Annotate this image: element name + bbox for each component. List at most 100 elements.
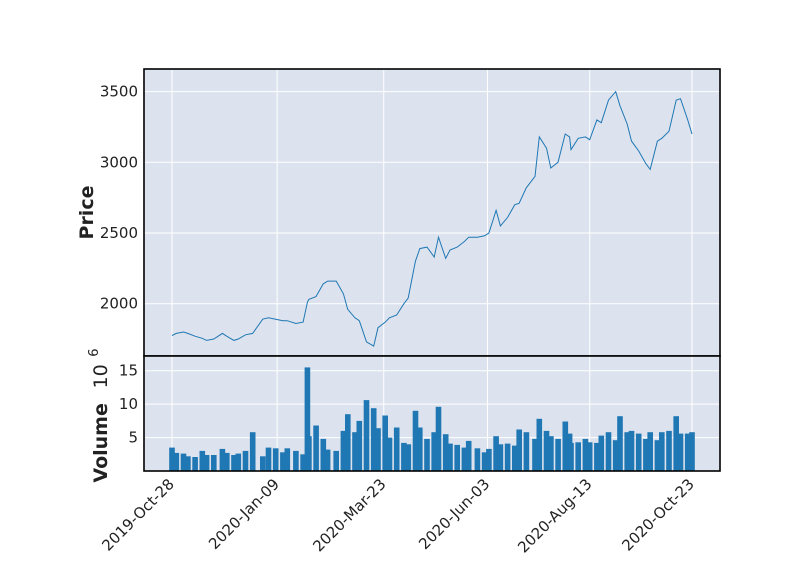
volume-bar xyxy=(562,421,569,471)
volume-bar xyxy=(300,454,306,471)
volume-bar xyxy=(169,447,175,471)
volume-bar xyxy=(185,456,191,471)
volume-plot-frame xyxy=(143,355,721,472)
volume-bar xyxy=(548,436,554,471)
volume-bar xyxy=(659,432,665,471)
volume-bar xyxy=(486,448,492,471)
volume-bar xyxy=(219,448,226,471)
volume-bar xyxy=(555,438,561,471)
volume-bar xyxy=(647,432,653,471)
volume-bar xyxy=(304,367,311,471)
volume-bar xyxy=(586,442,593,472)
volume-bar xyxy=(568,442,574,471)
volume-axis-label: Volume 10 6 xyxy=(87,348,112,482)
volume-axis-label-base: 10 xyxy=(90,364,112,388)
volume-bar xyxy=(231,455,237,471)
volume-axis-label-power: 6 xyxy=(87,348,102,356)
volume-bar xyxy=(382,415,388,471)
volume-bar xyxy=(224,452,230,471)
volume-bar xyxy=(465,440,472,471)
price-panel: 2000 2500 3000 3500 Price xyxy=(76,68,721,357)
volume-bar xyxy=(512,445,518,471)
volume-bar xyxy=(684,433,691,471)
volume-bar xyxy=(582,438,589,471)
volume-bar xyxy=(454,444,460,471)
volume-bar xyxy=(192,457,198,471)
volume-bar xyxy=(203,455,210,471)
volume-bar xyxy=(598,435,605,471)
volume-bar xyxy=(643,438,649,471)
volume-bar xyxy=(504,443,511,471)
volume-bar xyxy=(180,453,187,471)
volume-bar xyxy=(173,452,180,471)
volume-bar xyxy=(612,440,619,471)
volume-bar xyxy=(417,427,423,471)
volume-bar xyxy=(493,436,499,471)
volume-bar xyxy=(211,455,217,471)
volume-bar xyxy=(242,450,249,471)
volume-bar xyxy=(435,406,442,471)
volume-bar xyxy=(654,440,661,471)
volume-bar xyxy=(370,408,377,471)
x-tick-label: 2019-Oct-28 xyxy=(98,475,178,555)
volume-y-tick-label: 15 xyxy=(119,362,138,380)
x-tick-label: 2020-Mar-23 xyxy=(309,475,389,555)
price-plot-area xyxy=(144,69,720,356)
volume-bar xyxy=(284,448,291,471)
volume-bar xyxy=(375,428,381,471)
volume-bar xyxy=(393,427,400,471)
volume-bar xyxy=(386,437,393,471)
volume-bar xyxy=(677,433,684,471)
volume-bar xyxy=(481,452,488,471)
volume-bar xyxy=(401,442,407,471)
price-y-tick-label: 2000 xyxy=(100,295,138,313)
volume-bar xyxy=(352,432,358,471)
volume-bar xyxy=(333,450,339,471)
volume-bar xyxy=(260,456,266,471)
volume-bar xyxy=(340,430,347,471)
volume-bar xyxy=(594,442,600,471)
volume-bar xyxy=(320,438,327,471)
x-axis-ticks: 2019-Oct-28 2020-Jan-09 2020-Mar-23 2020-Ju… xyxy=(98,475,698,556)
volume-bar xyxy=(293,450,299,471)
price-line xyxy=(171,90,693,347)
volume-bar xyxy=(405,444,412,471)
price-y-tick-label: 3500 xyxy=(100,83,138,101)
volume-bar xyxy=(624,432,630,471)
volume-bar xyxy=(516,429,522,471)
volume-bar xyxy=(313,425,319,471)
volume-bar xyxy=(447,443,453,471)
volume-y-tick-label: 10 xyxy=(119,395,138,413)
volume-bar xyxy=(199,450,206,471)
price-grid xyxy=(144,69,720,356)
volume-bar xyxy=(356,420,363,471)
volume-y-tick-label: 5 xyxy=(128,429,138,447)
volume-bar xyxy=(497,444,504,471)
volume-bar xyxy=(461,447,468,471)
volume-bar xyxy=(424,438,430,471)
volume-panel: 5 10 15 Volume 10 6 xyxy=(87,348,721,483)
volume-bar xyxy=(272,448,279,471)
volume-bar xyxy=(324,449,331,471)
volume-bar xyxy=(689,432,695,471)
volume-y-ticks: 5 10 15 xyxy=(119,362,138,447)
volume-bar xyxy=(523,432,530,471)
x-tick-label: 2020-Oct-23 xyxy=(618,475,698,555)
volume-bar xyxy=(249,432,256,471)
x-tick-label: 2020-Jun-03 xyxy=(415,475,493,553)
volume-axis-label-text: Volume xyxy=(90,403,112,482)
volume-bar xyxy=(265,447,272,471)
volume-bar xyxy=(442,434,449,471)
volume-bar xyxy=(345,414,351,471)
volume-bar xyxy=(635,433,642,471)
volume-bar xyxy=(412,410,419,471)
volume-bar xyxy=(673,416,679,471)
price-y-ticks: 2000 2500 3000 3500 xyxy=(100,83,138,313)
volume-bars xyxy=(169,367,695,472)
volume-bar xyxy=(543,430,550,471)
volume-bar xyxy=(536,418,543,471)
volume-bar xyxy=(235,453,242,471)
volume-bar xyxy=(617,416,623,471)
